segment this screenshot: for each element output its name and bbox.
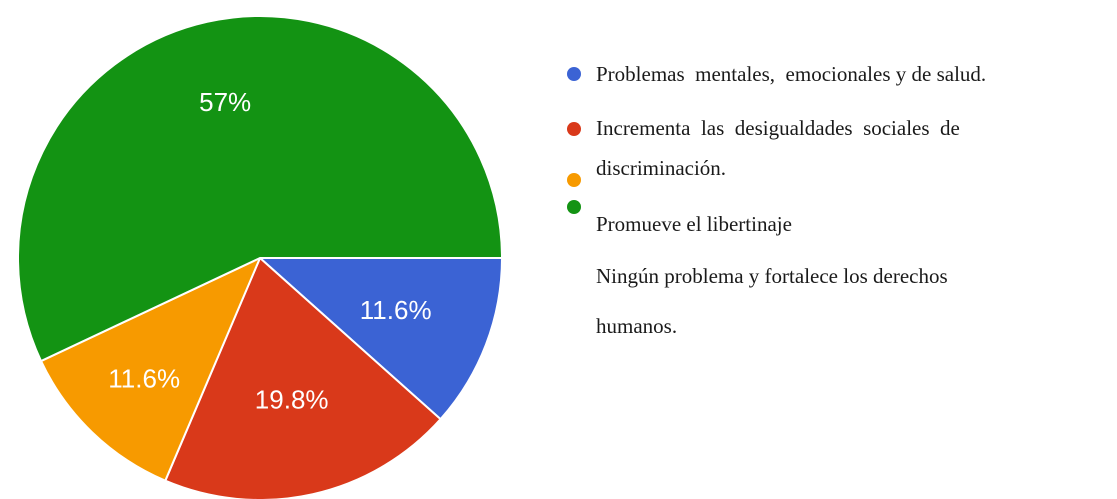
slice-label-2: 19.8% [255,385,329,415]
legend-line-3: discriminación. [596,156,726,180]
slice-label-3: 11.6% [108,363,180,393]
legend-line-5: Ningún problema y fortalece los derechos [596,264,948,288]
legend: Problemas mentales, emocionales y de sal… [567,62,986,338]
pie-slice-3 [39,255,262,483]
pie-slice-4 [17,15,504,363]
slice-label-1: 11.6% [360,295,432,325]
legend-line-4: Promueve el libertinaje [596,212,792,236]
legend-marker-orange [567,173,581,187]
legend-line-1: Problemas mentales, emocionales y de sal… [596,62,986,86]
slice-labels: 11.6% 19.8% 11.6% 57% [108,87,431,415]
legend-line-6: humanos. [596,314,677,338]
legend-marker-red [567,122,581,136]
pie-slice-1 [257,257,504,421]
slice-label-4: 57% [199,87,251,117]
pie-slice-2 [163,256,442,499]
legend-marker-blue [567,67,581,81]
legend-marker-green [567,200,581,214]
pie-slices [17,15,504,499]
legend-line-2: Incrementa las desigualdades sociales de [596,116,960,140]
